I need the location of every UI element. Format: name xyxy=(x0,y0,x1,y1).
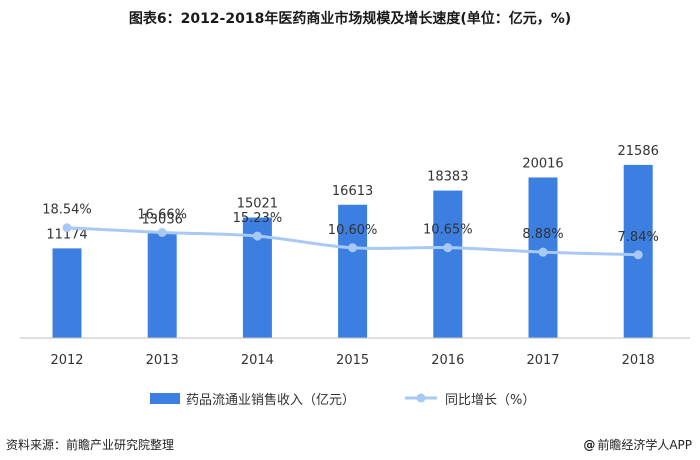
x-tick-2015: 2015 xyxy=(336,353,369,368)
bar-label-2014: 15021 xyxy=(237,197,278,212)
x-tick-2018: 2018 xyxy=(622,353,655,368)
growth-point-2018 xyxy=(633,250,643,260)
growth-point-2016 xyxy=(443,243,453,253)
legend-label-line: 同比增长（%） xyxy=(445,393,535,408)
bar-label-2018: 21586 xyxy=(618,144,659,159)
chart-title: 图表6：2012-2018年医药商业市场规模及增长速度(单位：亿元，%) xyxy=(128,11,572,27)
line-series: 18.54% 16.66% 15.23% 10.60% 10.65% 8.88% 7.84% xyxy=(42,203,659,260)
growth-point-2012 xyxy=(62,223,72,233)
growth-label-2015: 10.60% xyxy=(328,223,378,238)
brand-logo-icon: @ xyxy=(583,438,596,452)
growth-label-2016: 10.65% xyxy=(423,223,473,238)
x-tick-2013: 2013 xyxy=(146,353,179,368)
brand-name: 前瞻经济学人APP xyxy=(597,438,692,452)
x-tick-2014: 2014 xyxy=(241,353,274,368)
x-tick-2016: 2016 xyxy=(431,353,464,368)
chart-canvas: 11174 13036 15021 16613 18383 20016 21586 18.5… xyxy=(20,144,690,408)
legend: 药品流通业销售收入（亿元） 同比增长（%） xyxy=(150,392,535,408)
growth-label-2014: 15.23% xyxy=(233,211,283,226)
bar-label-2013: 13036 xyxy=(142,212,183,227)
growth-label-2018: 7.84% xyxy=(618,230,659,245)
bar-series: 11174 13036 15021 16613 18383 20016 21586 xyxy=(46,144,659,338)
bar-2016 xyxy=(433,190,463,338)
growth-label-2012: 18.54% xyxy=(42,203,92,218)
growth-point-2014 xyxy=(252,231,262,241)
bar-2017 xyxy=(528,177,558,338)
brand-credit: @ 前瞻经济学人APP xyxy=(583,436,692,453)
source-note: 资料来源：前瞻产业研究院整理 xyxy=(6,438,175,452)
x-tick-2017: 2017 xyxy=(526,353,559,368)
bar-label-2016: 18383 xyxy=(427,170,468,185)
growth-point-2013 xyxy=(157,227,167,237)
bar-label-2015: 16613 xyxy=(332,184,373,199)
bar-label-2017: 20016 xyxy=(522,156,563,171)
growth-point-2015 xyxy=(348,243,358,253)
legend-swatch-dot xyxy=(416,393,426,403)
bar-2012 xyxy=(52,248,82,338)
bar-2013 xyxy=(147,233,177,338)
growth-label-2013: 16.66% xyxy=(137,207,187,222)
growth-point-2017 xyxy=(538,247,548,257)
bar-2015 xyxy=(338,204,368,338)
growth-label-2017: 8.88% xyxy=(522,227,563,242)
x-axis-ticks: 2012 2013 2014 2015 2016 2017 2018 xyxy=(50,353,654,368)
legend-label-bar: 药品流通业销售收入（亿元） xyxy=(186,392,355,408)
bar-label-2012: 11174 xyxy=(46,227,87,242)
legend-swatch-bar xyxy=(150,393,180,404)
x-tick-2012: 2012 xyxy=(50,353,83,368)
